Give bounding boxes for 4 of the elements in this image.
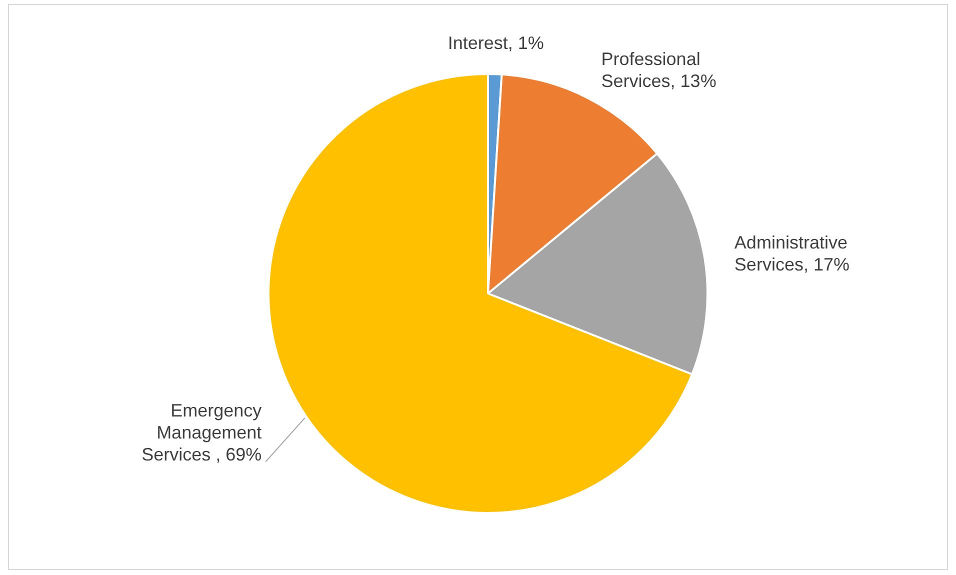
slice-label: Professional Services, 13% (601, 49, 716, 92)
slice-label: Interest, 1% (448, 33, 544, 54)
slice-label: Administrative Services, 17% (734, 232, 850, 274)
slice-label: Emergency Management Services , 69% (142, 400, 262, 465)
